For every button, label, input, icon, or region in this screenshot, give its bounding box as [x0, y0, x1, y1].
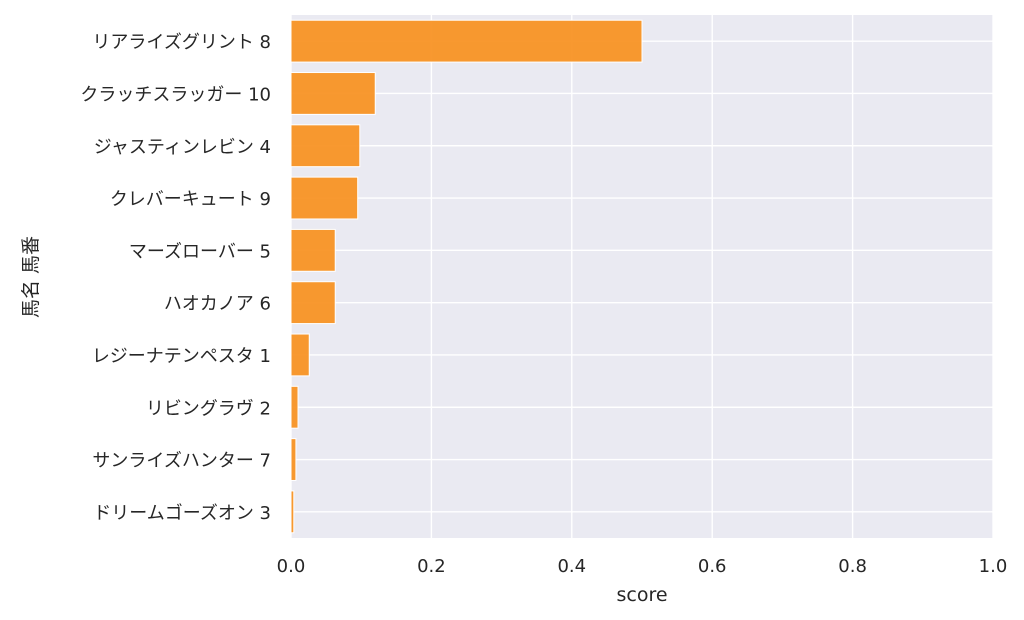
- x-tick-label: 0.8: [838, 556, 867, 577]
- bar: [290, 490, 295, 534]
- x-tick-label: 0.0: [277, 556, 306, 577]
- bar: [290, 333, 310, 377]
- y-tick-label: ハオカノア 6: [164, 294, 271, 315]
- bar: [290, 19, 643, 63]
- x-tick-label: 1.0: [979, 556, 1008, 577]
- bar: [290, 124, 361, 168]
- y-tick-label: マーズローバー 5: [129, 241, 271, 262]
- bar: [290, 176, 359, 220]
- y-tick-label: ジャスティンレビン 4: [94, 137, 271, 158]
- x-tick-label: 0.4: [557, 556, 586, 577]
- bars: [290, 19, 643, 534]
- plot-area: [291, 15, 993, 538]
- x-tick-label: 0.2: [417, 556, 446, 577]
- bar: [290, 438, 297, 481]
- y-tick-label: リアライズグリント 8: [92, 32, 271, 53]
- x-axis-title: score: [616, 584, 667, 606]
- bar: [290, 281, 336, 325]
- y-tick-label: ドリームゴーズオン 3: [93, 503, 271, 524]
- grid-lines: [290, 15, 994, 538]
- bar: [290, 72, 376, 115]
- x-tick-labels: 0.0 0.2 0.4 0.6 0.8 1.0: [277, 556, 1008, 577]
- y-tick-label: クラッチスラッガー 10: [80, 84, 271, 105]
- y-tick-label: クレバーキュート 9: [110, 189, 271, 210]
- bar: [290, 228, 336, 272]
- y-tick-labels: リアライズグリント 8 クラッチスラッガー 10 ジャスティンレビン 4 クレバーキュ…: [80, 32, 271, 524]
- y-tick-label: リビングラヴ 2: [146, 398, 271, 419]
- x-tick-label: 0.6: [698, 556, 727, 577]
- bar: [290, 385, 299, 429]
- y-tick-label: レジーナテンペスタ 1: [92, 346, 271, 367]
- y-tick-label: サンライズハンター 7: [92, 451, 271, 472]
- y-axis-title: 馬名 馬番: [20, 236, 42, 318]
